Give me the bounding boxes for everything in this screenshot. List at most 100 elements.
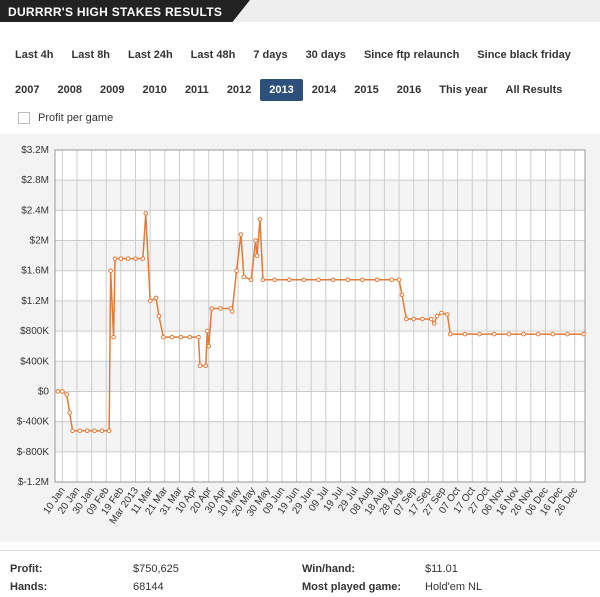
data-point	[491, 331, 497, 337]
year-filter-button[interactable]: 2016	[396, 84, 422, 96]
data-point	[161, 334, 166, 340]
data-point	[140, 256, 146, 261]
year-filter-button[interactable]: 2014	[311, 84, 337, 96]
data-point	[374, 277, 380, 283]
data-point	[197, 363, 203, 369]
data-point	[118, 256, 124, 261]
data-point	[420, 316, 425, 322]
data-point	[209, 306, 214, 311]
year-filter-button[interactable]: 2012	[226, 84, 252, 96]
stat-label: Hands:	[10, 581, 48, 593]
data-point	[253, 238, 258, 243]
time-filter-button[interactable]: Since ftp relaunch	[363, 49, 460, 61]
data-point	[147, 298, 153, 304]
grid-band	[55, 300, 585, 332]
grid-band	[55, 421, 585, 452]
y-tick-label: $3.2M	[21, 145, 49, 156]
year-filter-button[interactable]: 2013	[260, 79, 303, 101]
stat-value: Hold'em NL	[425, 581, 483, 593]
year-filter-button[interactable]: This year	[439, 84, 488, 96]
data-point	[143, 211, 149, 216]
checkbox-box[interactable]	[18, 112, 30, 124]
data-point	[77, 428, 83, 433]
year-filters: 2007 2008 2009 2010 2011 2012 2013 2014 2015 2016…	[6, 79, 571, 101]
y-tick-label: $0	[38, 386, 50, 397]
data-point	[133, 256, 138, 261]
y-tick-label: $2.4M	[21, 205, 49, 216]
time-filter-button[interactable]: Since black friday	[477, 49, 571, 61]
data-point	[396, 277, 402, 283]
stat-label: Most played game:	[302, 581, 402, 593]
data-point	[169, 334, 175, 340]
header: DURRRR'S HIGH STAKES RESULTS	[0, 0, 600, 22]
data-point	[260, 277, 266, 283]
data-point	[439, 310, 444, 316]
time-filter-button[interactable]: 30 days	[305, 49, 346, 61]
data-point	[316, 277, 321, 283]
year-filter-button[interactable]: 2007	[15, 84, 40, 96]
plot-border	[54, 149, 586, 483]
grid-band	[55, 180, 585, 211]
data-point	[60, 389, 65, 394]
data-point	[550, 331, 556, 337]
time-filter-button[interactable]: Last 48h	[190, 49, 236, 61]
year-filter-button[interactable]: 2010	[142, 84, 167, 96]
data-point	[108, 268, 113, 274]
data-point	[445, 312, 450, 317]
data-point	[112, 256, 118, 261]
year-filter-button[interactable]: 2009	[99, 84, 125, 96]
data-point	[257, 217, 263, 222]
time-filter-button[interactable]: Last 8h	[71, 49, 111, 61]
year-filter-button[interactable]: 2008	[57, 84, 82, 96]
data-point	[55, 389, 61, 394]
y-tick-label: $400K	[20, 356, 49, 367]
data-point	[565, 331, 570, 337]
data-point	[204, 328, 210, 334]
year-filter-button[interactable]: All Results	[505, 84, 563, 96]
y-tick-label: $-400K	[17, 417, 50, 428]
data-point	[330, 277, 336, 283]
year-filter-button[interactable]: 2015	[354, 84, 379, 96]
data-point	[196, 334, 201, 340]
stat-label: Win/hand:	[302, 563, 356, 575]
stat-value: $11.01	[425, 563, 458, 575]
data-point	[84, 428, 90, 433]
checkbox[interactable]: Profit per game	[18, 112, 113, 124]
data-point	[64, 392, 70, 397]
time-filter-button[interactable]: 7 days	[253, 49, 288, 61]
data-point	[153, 295, 159, 301]
data-point	[203, 363, 209, 369]
data-point	[535, 331, 541, 337]
header-title: DURRRR'S HIGH STAKES RESULTS	[8, 5, 223, 19]
time-filter-button[interactable]: Last 24h	[128, 49, 173, 61]
y-tick-label: $2M	[30, 236, 49, 247]
year-filter-button[interactable]: 2011	[184, 84, 209, 96]
data-point	[92, 428, 97, 433]
y-tick-label: $1.6M	[21, 266, 49, 277]
data-point	[238, 232, 244, 237]
data-point	[431, 321, 437, 326]
time-filter-button[interactable]: Last 4h	[15, 49, 54, 61]
data-point	[218, 306, 223, 311]
data-point	[125, 256, 131, 261]
data-point	[301, 277, 307, 283]
data-point	[360, 277, 365, 283]
chart: $3.2M $2.8M $2.4M $2M $1.6M $1.2M $800K $400K $0…	[17, 145, 586, 526]
data-point	[248, 277, 254, 283]
data-point	[187, 334, 192, 340]
data-point	[241, 274, 247, 280]
data-point	[229, 309, 235, 314]
data-point	[404, 316, 409, 322]
y-tick-label: $2.8M	[21, 175, 49, 186]
data-point	[99, 428, 105, 433]
checkbox-label: Profit per game	[38, 112, 114, 124]
header-bar	[0, 0, 250, 22]
data-point	[477, 331, 482, 337]
data-point	[389, 277, 395, 283]
data-point	[411, 316, 417, 322]
stat-value: 68144	[133, 581, 164, 593]
data-point	[234, 268, 239, 274]
stat-value: $750,625	[133, 563, 179, 575]
data-point	[286, 277, 292, 283]
data-point	[521, 331, 526, 337]
